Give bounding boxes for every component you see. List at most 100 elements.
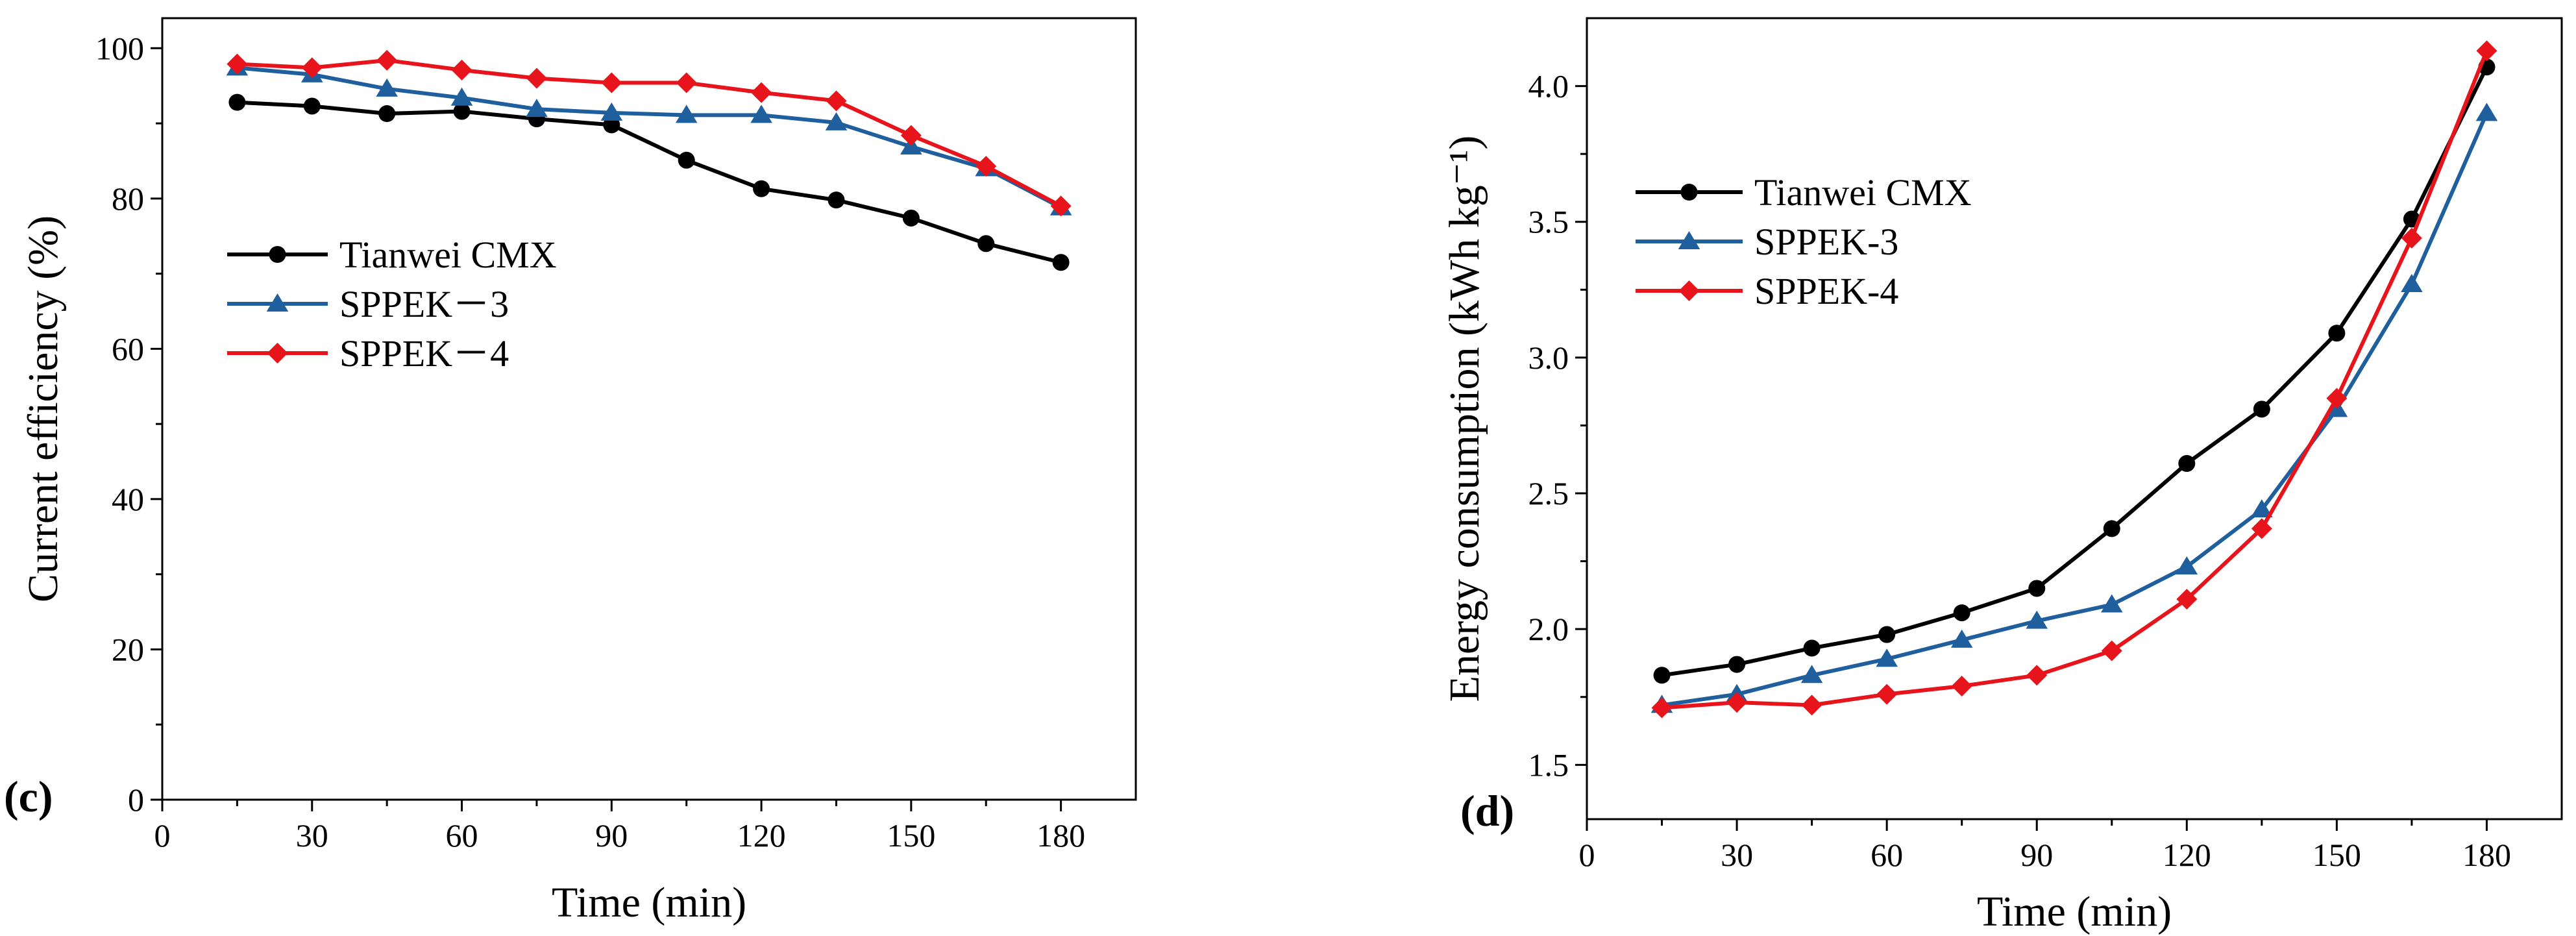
data-point-d-2 [2326,388,2348,409]
x-tick-label: 0 [1579,837,1595,873]
legend-label: Tianwei CMX [1754,171,1972,214]
data-point-c-2 [751,82,772,103]
x-tick-label: 150 [2312,837,2361,873]
data-point-d-1 [1950,629,1973,648]
data-point-c-2 [975,156,997,177]
data-point-c-2 [376,49,398,71]
y-tick-label: 60 [112,330,144,367]
data-point-d-1 [2401,273,2423,292]
data-point-d-0 [1953,604,1970,622]
series-line-c-2 [235,58,1063,208]
data-point-d-2 [2251,518,2272,539]
series-line-d-2 [1660,49,2489,710]
x-tick-label: 120 [737,817,786,854]
data-point-d-0 [1878,626,1896,643]
x-axis-title: Time (min) [552,879,746,926]
series-line-c-0 [235,100,1063,265]
data-point-d-1 [2475,103,2498,121]
y-tick-label: 3.0 [1528,339,1569,376]
data-point-d-2 [1951,676,1972,697]
data-point-c-0 [828,191,845,209]
data-point-d-1 [2100,594,2123,613]
x-tick-label: 180 [2462,837,2511,873]
x-tick-label: 180 [1037,817,1085,854]
data-point-d-2 [1726,692,1748,713]
data-point-c-0 [678,151,695,169]
legend-label: SPPEK-4 [1754,270,1898,312]
legend-marker [1678,280,1700,301]
data-point-d-0 [1803,639,1821,657]
x-axis-title: Time (min) [1977,888,2172,935]
data-point-c-2 [227,53,248,75]
data-point-c-0 [378,105,396,123]
x-tick-label: 30 [1721,837,1753,873]
data-point-c-0 [303,97,321,115]
data-point-c-1 [600,102,623,121]
data-point-c-1 [675,105,698,123]
data-point-d-0 [2253,400,2270,418]
data-point-d-2 [2176,589,2198,610]
x-tick-label: 60 [1871,837,1903,873]
data-point-c-0 [902,209,920,227]
data-point-c-2 [1050,195,1072,217]
y-tick-label: 1.5 [1528,746,1569,783]
data-point-d-0 [1728,656,1746,673]
data-point-c-2 [826,90,847,112]
legend-marker [269,246,286,263]
data-point-c-2 [601,72,622,93]
data-point-c-2 [451,59,472,80]
data-point-d-0 [1653,667,1671,684]
plot-frame [161,17,1137,801]
data-point-c-0 [228,93,246,111]
data-point-d-2 [2401,227,2422,249]
y-tick-label: 100 [95,30,144,66]
legend-label: SPPEK－4 [339,332,509,375]
chart-current-efficiency: 0 30 60 90 120 150 180 0 20 40 60 80 100 Time (min) Cu… [4,17,1137,926]
data-point-c-2 [900,125,922,146]
data-point-c-2 [301,57,323,79]
x-tick-label: 60 [446,817,478,854]
y-tick-label: 4.0 [1528,68,1569,105]
series-line-c-1 [235,66,1063,210]
y-axis-title: Energy consumption (kWh kg⁻¹) [1441,136,1488,702]
panel-letter: (d) [1460,786,1514,835]
x-tick-label: 120 [2163,837,2211,873]
y-tick-label: 2.0 [1528,611,1569,647]
legend-marker [1680,184,1698,201]
data-point-d-1 [1800,665,1823,684]
data-point-d-1 [1876,648,1898,667]
y-tick-label: 20 [112,631,144,667]
legend-marker [267,343,288,363]
data-point-c-1 [450,87,473,106]
data-point-c-1 [825,112,848,130]
data-point-d-1 [2251,499,2273,518]
plot-frame [1586,17,2563,820]
x-tick-label: 150 [887,817,935,854]
legend-label: Tianwei CMX [339,234,557,276]
legend-marker [1678,231,1700,249]
legend-label: SPPEK-3 [1754,221,1898,263]
x-tick-label: 0 [154,817,171,854]
series-line-d-1 [1660,111,2489,708]
data-point-d-2 [2026,665,2048,686]
data-point-c-0 [603,116,620,134]
panel-letter: (c) [4,772,53,821]
data-point-c-0 [753,180,770,197]
data-point-d-0 [2028,580,2046,597]
data-point-c-2 [676,72,697,93]
data-point-c-0 [1052,254,1070,271]
data-point-d-0 [2328,325,2346,342]
x-tick-label: 90 [595,817,628,854]
data-point-d-2 [2101,640,2122,661]
data-point-c-1 [526,99,548,117]
data-point-d-1 [2026,610,2048,629]
data-point-c-0 [977,235,995,252]
data-point-d-0 [2178,455,2196,473]
chart-energy-consumption: 0 30 60 90 120 150 180 1.5 2.0 2.5 3.0 3.5 4.0 Time (… [1441,17,2563,935]
series-line-d-0 [1660,65,2489,678]
y-tick-label: 0 [128,782,144,818]
data-point-c-2 [526,68,547,89]
data-point-c-0 [453,103,471,120]
data-point-c-1 [376,78,398,97]
